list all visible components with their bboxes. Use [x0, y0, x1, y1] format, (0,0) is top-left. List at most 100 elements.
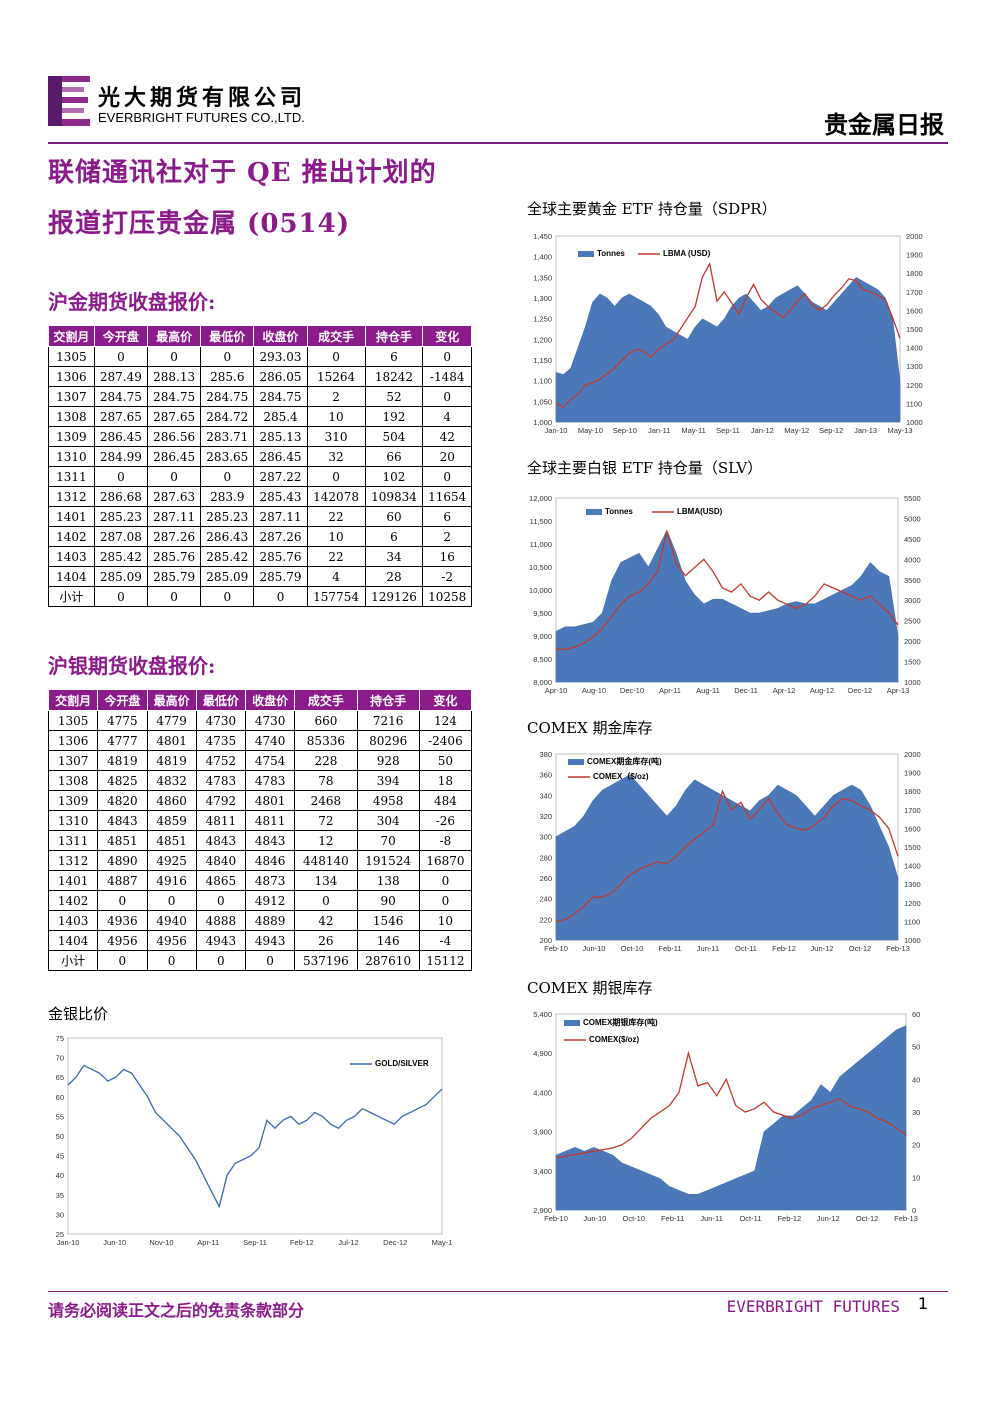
- table-cell: 285.43: [253, 486, 308, 507]
- table-cell: 285.79: [253, 566, 308, 587]
- table-row: 1309 286.45 286.56 283.71 285.13 310 504 42: [48, 426, 472, 447]
- table-cell: 287.63: [146, 486, 202, 507]
- table-cell: 0: [146, 346, 202, 367]
- table-cell: 4936: [97, 910, 148, 931]
- table-cell: 285.76: [253, 546, 308, 567]
- table-cell: 1310: [47, 810, 99, 831]
- table-cell: 6: [364, 346, 424, 367]
- table-cell: 34: [364, 546, 424, 567]
- table-cell: 4887: [97, 870, 148, 891]
- y-left-tick-label: 3,400: [533, 1167, 552, 1176]
- table-cell: 0: [418, 890, 473, 911]
- legend-swatch: [578, 251, 594, 257]
- table-cell: 284.75: [146, 386, 202, 407]
- table-cell: 0: [200, 586, 255, 607]
- table-cell: 4740: [244, 730, 296, 751]
- table-cell: 1307: [47, 750, 99, 771]
- page-number: 1: [917, 1294, 928, 1313]
- table-row: 1310 284.99 286.45 283.65 286.45 32 66 20: [48, 446, 472, 467]
- y-left-tick-label: 4,900: [533, 1049, 552, 1058]
- table-cell: 928: [356, 750, 420, 771]
- y-right-tick-label: 1900: [906, 251, 923, 260]
- table-cell: 287.26: [253, 526, 308, 547]
- y-right-tick-label: 1400: [906, 344, 923, 353]
- y-left-tick-label: 1,000: [533, 418, 552, 427]
- y-left-tick-label: 1,200: [533, 335, 552, 344]
- y-left-tick-label: 1,050: [533, 397, 552, 406]
- gold-table-heading: 沪金期货收盘报价:: [48, 290, 216, 314]
- table-cell: 286.68: [93, 486, 149, 507]
- table-cell: 78: [294, 770, 358, 791]
- table-cell: 0: [422, 386, 472, 407]
- table-row: 1308 287.65 287.65 284.72 285.4 10 192 4: [48, 406, 472, 427]
- chart-comex-silver: 2,900 3,400 3,900 4,400 4,900 5,400 0 10 20 30 40 5…: [533, 1010, 920, 1223]
- table-cell: 0: [195, 950, 247, 971]
- y-right-tick-label: 1200: [904, 899, 921, 908]
- table-cell: 4873: [244, 870, 296, 891]
- table-cell: 4819: [146, 750, 197, 771]
- table-cell: 52: [364, 386, 424, 407]
- table-cell: -8: [418, 830, 473, 851]
- table-row: 1402 0 0 0 4912 0 90 0: [47, 890, 473, 911]
- table-cell: 284.99: [93, 446, 149, 467]
- table-cell: 4865: [195, 870, 247, 891]
- table-cell: 90: [356, 890, 420, 911]
- y-right-tick-label: 2000: [904, 750, 921, 759]
- chart-slv: 8,000 8,500 9,000 9,500 10,000 10,500 11,000 11…: [529, 494, 921, 695]
- y-right-tick-label: 1400: [904, 862, 921, 871]
- table-row: 1401 4887 4916 4865 4873 134 138 0: [47, 870, 473, 891]
- y-right-tick-label: 4000: [904, 555, 921, 564]
- y-left-tick-label: 3,900: [533, 1128, 552, 1137]
- table-cell: 4735: [195, 730, 247, 751]
- column-header: 今开盘: [97, 689, 148, 711]
- table-cell: 4730: [244, 710, 296, 731]
- table-cell: 2: [306, 386, 366, 407]
- table-cell: 4859: [146, 810, 197, 831]
- table-cell: 287.65: [146, 406, 202, 427]
- y-right-tick-label: 1600: [906, 306, 923, 315]
- chart-sdpr: 1,000 1,050 1,100 1,150 1,200 1,250 1,300 1,350…: [533, 232, 923, 435]
- x-tick-label: Jun-12: [817, 1214, 840, 1223]
- table-row: 1305 4775 4779 4730 4730 660 7216 124: [47, 710, 473, 731]
- x-tick-label: Apr-12: [773, 686, 796, 695]
- y-left-tick-label: 9,500: [533, 609, 552, 618]
- table-cell: 42: [294, 910, 358, 931]
- table-cell: 70: [356, 830, 420, 851]
- table-row: 1307 284.75 284.75 284.75 284.75 2 52 0: [48, 386, 472, 407]
- table-cell: 4943: [195, 930, 247, 951]
- table-cell: 4811: [195, 810, 247, 831]
- table-cell: 4843: [97, 810, 148, 831]
- y-right-tick-label: 1000: [904, 678, 921, 687]
- x-tick-label: Oct-12: [856, 1214, 879, 1223]
- table-cell: 1311: [47, 830, 99, 851]
- table-cell: 4912: [244, 890, 296, 911]
- x-tick-label: Dec-12: [848, 686, 872, 695]
- table-cell: 4792: [195, 790, 247, 811]
- y-left-tick-label: 300: [539, 833, 552, 842]
- y-right-tick-label: 1800: [906, 269, 923, 278]
- y-right-tick-label: 3500: [904, 576, 921, 585]
- table-cell: 284.75: [253, 386, 308, 407]
- table-cell: 4958: [356, 790, 420, 811]
- table-cell: -26: [418, 810, 473, 831]
- table-cell: 4925: [146, 850, 197, 871]
- table-cell: 6: [364, 526, 424, 547]
- column-header: 持仓手: [364, 325, 424, 347]
- table-cell: 310: [306, 426, 366, 447]
- y-right-tick-label: 10: [912, 1173, 920, 1182]
- table-cell: 4832: [146, 770, 197, 791]
- table-cell: 283.9: [200, 486, 255, 507]
- table-cell: 26: [294, 930, 358, 951]
- company-name-cn: 光大期货有限公司: [98, 85, 307, 111]
- company-name-en: EVERBRIGHT FUTURES CO.,LTD.: [98, 110, 305, 125]
- table-cell: 4754: [244, 750, 296, 771]
- x-tick-label: Apr-11: [659, 686, 681, 695]
- y-right-tick-label: 1200: [906, 381, 923, 390]
- table-cell: 109834: [364, 486, 424, 507]
- table-cell: 287.22: [253, 466, 308, 487]
- x-tick-label: May-10: [578, 426, 603, 435]
- table-cell: 4843: [244, 830, 296, 851]
- x-tick-label: Feb-12: [290, 1238, 314, 1247]
- table-cell: 0: [146, 950, 197, 971]
- table-cell: 283.71: [200, 426, 255, 447]
